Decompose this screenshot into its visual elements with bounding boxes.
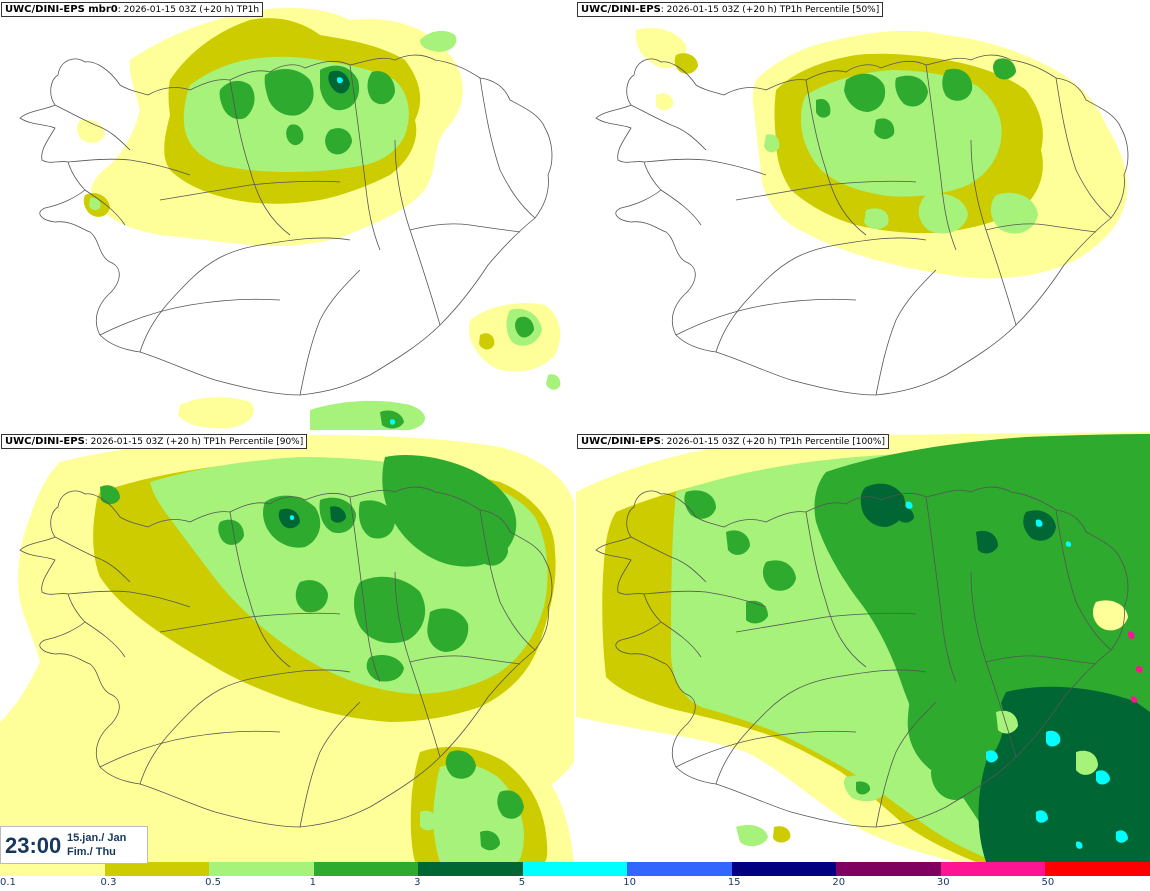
model-name: UWC/DINI-EPS (581, 4, 661, 15)
run-info: : 2026-01-15 03Z (+20 h) TP1h (117, 5, 260, 15)
map-panel-member0: UWC/DINI-EPS mbr0: 2026-01-15 03Z (+20 h… (0, 0, 574, 430)
colorbar-tick-label: 50 (1041, 877, 1055, 888)
model-name: UWC/DINI-EPS mbr0 (5, 4, 118, 15)
model-name: UWC/DINI-EPS (581, 436, 661, 447)
colorbar-tick-label: 3 (414, 877, 421, 888)
valid-weekday: Fim./ Thu (67, 846, 116, 858)
colorbar-tick-label: 10 (623, 877, 636, 888)
model-name: UWC/DINI-EPS (5, 436, 85, 447)
colorbar-swatch (836, 862, 942, 876)
colorbar-tick-label: 30 (936, 877, 950, 888)
colorbar-swatch (418, 862, 524, 876)
colorbar-tick-label: 5 (518, 877, 526, 888)
panel-divider-horizontal (0, 430, 1150, 432)
valid-time-box: 23:00 15.jan./ Jan Fim./ Thu (0, 826, 148, 864)
precip-map-p90 (0, 434, 574, 862)
run-info: : 2026-01-15 03Z (+20 h) TP1h Percentile… (84, 437, 304, 447)
colorbar-swatch (627, 862, 733, 876)
colorbar-swatch (522, 862, 629, 876)
colorbar-tick-label: 15 (727, 877, 741, 888)
colorbar-tick-label: 20 (832, 877, 846, 888)
map-panel-p100: UWC/DINI-EPS: 2026-01-15 03Z (+20 h) TP1… (576, 432, 1150, 862)
precip-map-p50 (595, 28, 1129, 396)
run-info: : 2026-01-15 03Z (+20 h) TP1h Percentile… (660, 437, 885, 447)
colorbar-swatch (0, 862, 106, 876)
colorbar-swatch (940, 862, 1047, 876)
colorbar-tick-label: 0.3 (100, 877, 117, 888)
colorbar-swatch (209, 862, 315, 876)
valid-date: 15.jan./ Jan (67, 832, 127, 844)
precip-colorbar: 0.1 0.3 0.5 1 3 5 10 15 20 30 50 (0, 862, 1150, 891)
map-panel-p90: UWC/DINI-EPS: 2026-01-15 03Z (+20 h) TP1… (0, 432, 574, 862)
colorbar-swatch (104, 862, 211, 876)
colorbar-tick-label: 0.5 (205, 877, 221, 888)
colorbar-tick-label: 1 (309, 877, 316, 888)
colorbar-swatch (313, 862, 420, 876)
colorbar-swatch (731, 862, 838, 876)
panel-title: UWC/DINI-EPS: 2026-01-15 03Z (+20 h) TP1… (577, 2, 884, 17)
panel-title: UWC/DINI-EPS: 2026-01-15 03Z (+20 h) TP1… (1, 434, 308, 449)
panel-title: UWC/DINI-EPS mbr0: 2026-01-15 03Z (+20 h… (1, 2, 264, 17)
run-info: : 2026-01-15 03Z (+20 h) TP1h Percentile… (660, 5, 880, 15)
colorbar-tick-label: 0.1 (0, 877, 16, 888)
panel-title: UWC/DINI-EPS: 2026-01-15 03Z (+20 h) TP1… (577, 434, 889, 449)
valid-hour: 23:00 (5, 833, 62, 858)
map-panel-p50: UWC/DINI-EPS: 2026-01-15 03Z (+20 h) TP1… (576, 0, 1150, 430)
precip-map-p100 (576, 432, 1150, 862)
colorbar-swatch (1045, 862, 1150, 876)
precip-map-member0 (19, 8, 561, 430)
